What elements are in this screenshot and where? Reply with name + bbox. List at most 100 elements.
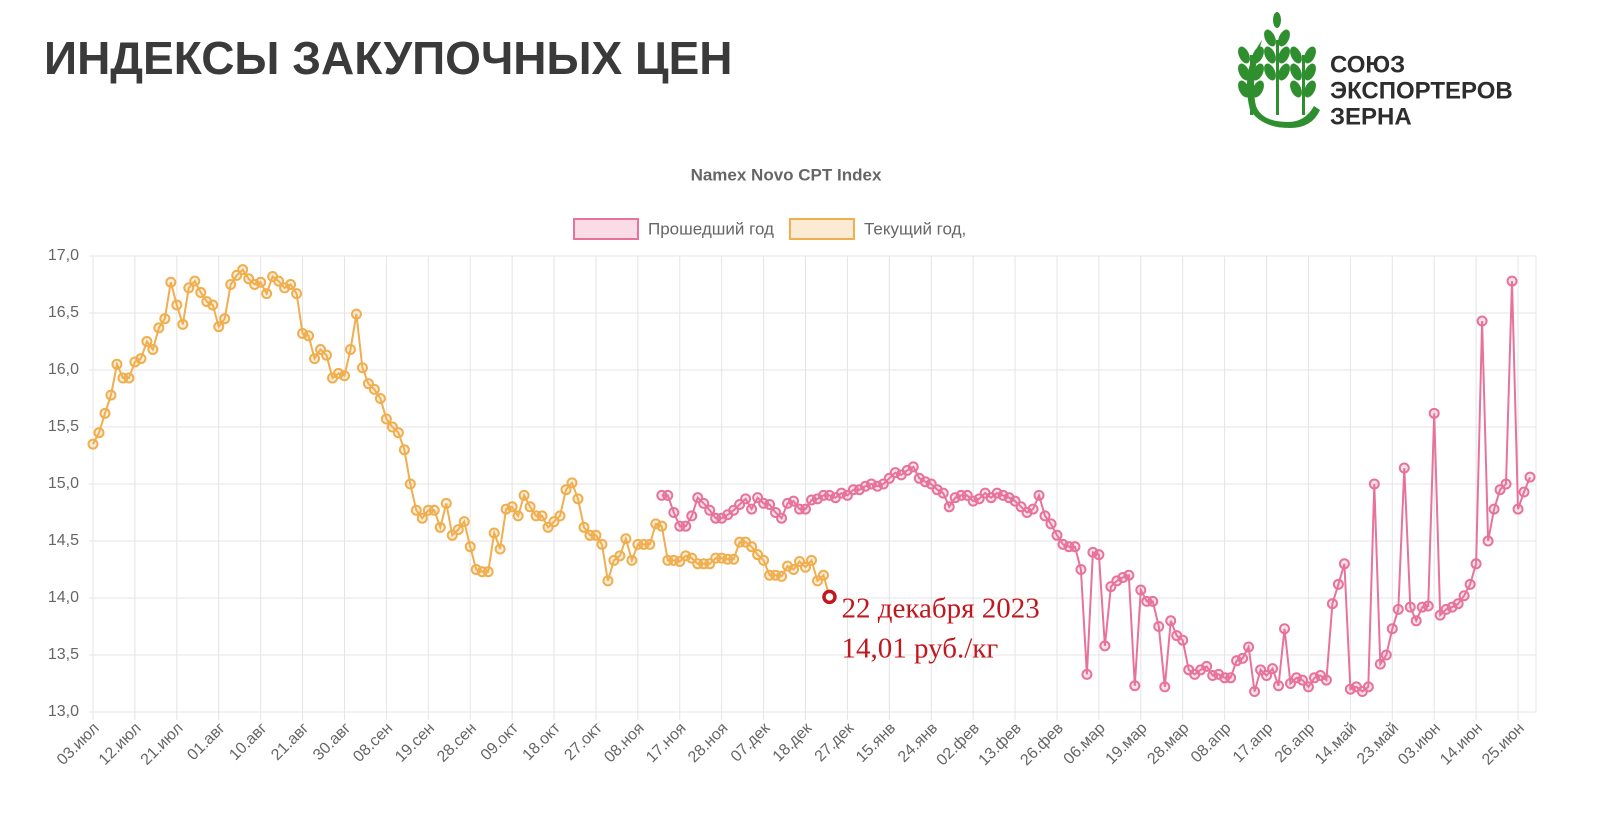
data-point: [1069, 541, 1081, 553]
data-point: [410, 504, 422, 516]
data-point: [93, 427, 105, 439]
series-line: [92, 268, 831, 598]
data-point: [225, 279, 237, 290]
data-point: [806, 554, 817, 566]
data-point: [237, 264, 249, 276]
data-point: [817, 569, 829, 581]
data-point: [1506, 275, 1518, 287]
data-point: [1081, 668, 1093, 680]
data-point: [1464, 578, 1476, 590]
series: [87, 264, 835, 603]
x-tick-label: 02.фев: [934, 720, 983, 769]
data-point: [183, 282, 195, 294]
data-point: [512, 510, 524, 522]
data-point: [620, 533, 632, 545]
data-point: [686, 510, 698, 522]
data-point: [596, 538, 608, 550]
x-tick-label: 25.июн: [1479, 720, 1528, 769]
chart-title: Namex Novo CPT Index: [691, 165, 882, 184]
data-point: [1326, 598, 1338, 610]
x-tick-label: 28.сен: [434, 720, 480, 766]
data-point: [1243, 641, 1255, 653]
data-point: [153, 322, 165, 334]
data-point: [213, 321, 225, 333]
data-point: [506, 501, 518, 513]
data-point: [1135, 584, 1147, 596]
y-tick-label: 17,0: [48, 247, 79, 264]
x-tick-label: 03.июн: [1395, 720, 1444, 769]
page-title: ИНДЕКСЫ ЗАКУПОЧНЫХ ЦЕН: [44, 32, 733, 84]
x-tick-label: 09.окт: [478, 719, 523, 764]
y-tick-label: 14,5: [48, 532, 79, 549]
data-point: [1296, 674, 1308, 686]
logo-text: ЗЕРНА: [1330, 103, 1412, 130]
legend-label: Прошедший год: [648, 219, 774, 238]
data-point: [602, 575, 614, 587]
logo-text: СОЮЗ: [1330, 51, 1405, 78]
y-tick-label: 16,5: [48, 304, 79, 321]
data-point: [614, 550, 626, 562]
data-point: [159, 313, 171, 325]
y-tick-label: 14,0: [48, 589, 79, 606]
data-point: [452, 524, 464, 536]
data-point: [728, 553, 740, 565]
x-tick-label: 17.ноя: [643, 720, 689, 766]
data-point: [1237, 652, 1249, 664]
x-tick-label: 06.мар: [1061, 720, 1109, 768]
data-point: [1524, 471, 1536, 483]
data-point: [380, 413, 392, 425]
x-tick-label: 19.мар: [1103, 720, 1151, 768]
data-point: [644, 538, 656, 550]
y-tick-label: 13,5: [48, 646, 79, 663]
data-point: [434, 521, 446, 533]
data-point: [1201, 660, 1213, 672]
data-point: [1404, 601, 1416, 613]
data-point: [590, 529, 602, 541]
x-tick-label: 08.сен: [350, 720, 396, 766]
x-tick-label: 03.июл: [54, 720, 103, 769]
data-point: [536, 510, 548, 522]
data-point: [1273, 680, 1285, 692]
logo-arc: [1246, 40, 1320, 128]
data-point: [1422, 600, 1434, 612]
data-point: [656, 520, 668, 532]
x-tick-label: 15.янв: [853, 720, 899, 766]
x-tick-label: 17.апр: [1230, 720, 1277, 767]
data-point: [1153, 621, 1165, 632]
data-point: [626, 554, 638, 566]
data-point: [943, 501, 955, 513]
data-point: [1027, 503, 1039, 515]
data-point: [758, 554, 770, 566]
data-point: [1488, 503, 1500, 515]
x-tick-label: 27.дек: [812, 719, 858, 765]
data-point: [123, 372, 135, 384]
data-point: [1159, 681, 1171, 693]
data-point: [1267, 663, 1279, 675]
data-point: [99, 407, 111, 419]
data-point: [404, 478, 416, 490]
x-tick-label: 08.ноя: [601, 720, 647, 766]
data-point: [1033, 489, 1045, 501]
data-point: [255, 276, 267, 288]
data-point: [392, 427, 404, 439]
data-point: [416, 512, 428, 524]
data-point: [1398, 462, 1410, 474]
data-point: [800, 503, 812, 515]
data-point: [1452, 598, 1464, 610]
x-tick-label: 07.дек: [728, 719, 774, 765]
data-point: [1147, 595, 1159, 607]
x-tick-label: 26.апр: [1272, 720, 1319, 767]
data-point: [1332, 578, 1344, 590]
y-tick-label: 15,0: [48, 475, 79, 492]
logo: [1238, 12, 1320, 128]
data-point: [662, 489, 674, 501]
logo-text: ЭКСПОРТЕРОВ: [1330, 77, 1513, 104]
data-point: [428, 504, 440, 516]
data-point: [560, 484, 572, 496]
data-point: [458, 516, 470, 528]
data-point: [1261, 670, 1273, 682]
data-point: [309, 353, 321, 365]
x-tick-label: 30.авг: [310, 720, 354, 764]
data-point: [746, 503, 758, 515]
data-point: [165, 276, 177, 288]
